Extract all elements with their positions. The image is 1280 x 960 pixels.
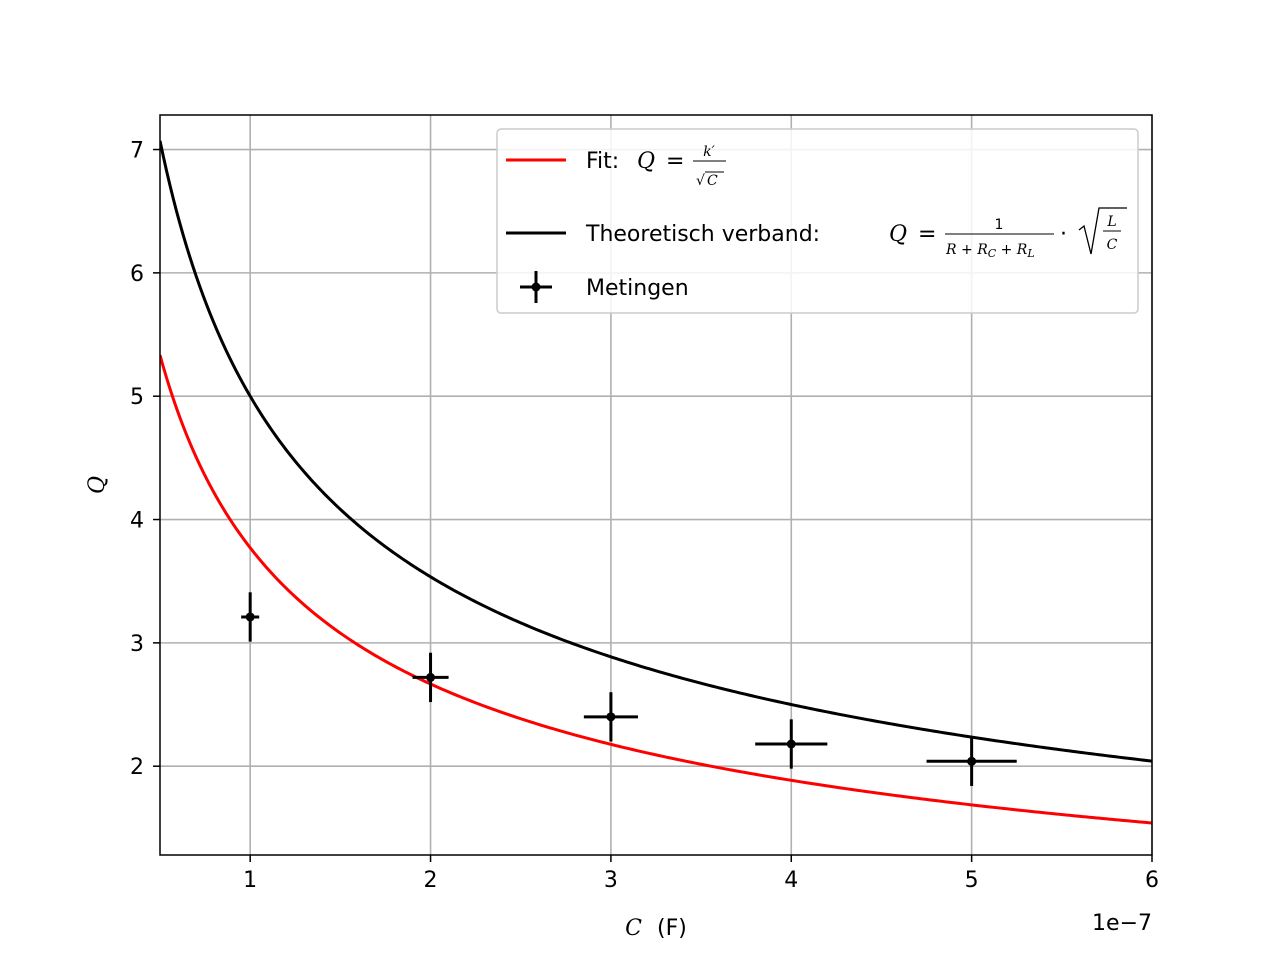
svg-text:C: C <box>707 173 718 189</box>
data-point <box>241 592 260 642</box>
x-axis-offset-label: 1e−7 <box>1092 911 1152 936</box>
series-line-0 <box>160 354 1152 825</box>
x-axis-label: C (F) <box>625 916 687 941</box>
data-marker <box>786 739 796 749</box>
svg-text:1: 1 <box>995 217 1004 233</box>
legend-label-fit: Fit: <box>586 149 619 174</box>
svg-text:C: C <box>1107 237 1118 253</box>
y-axis-label: Q <box>85 476 110 494</box>
x-tick-label: 5 <box>965 868 979 893</box>
y-tick-label: 5 <box>130 385 144 410</box>
svg-text:L: L <box>1106 214 1116 230</box>
svg-text:·: · <box>1060 222 1067 247</box>
data-point <box>926 736 1017 786</box>
legend-box <box>496 128 1139 314</box>
data-point <box>583 692 638 742</box>
svg-text:Q: Q <box>637 149 655 174</box>
ticks: 1 2 3 4 5 6 2 3 4 5 6 7 <box>130 139 1159 893</box>
svg-text:k′: k′ <box>703 144 715 160</box>
y-tick-label: 3 <box>130 632 144 657</box>
y-tick-label: 2 <box>130 755 144 780</box>
svg-text:=: = <box>666 149 684 174</box>
svg-text:√: √ <box>696 173 705 189</box>
legend-formula-theory: Q = 1 R + RC + RL · L C <box>889 207 1127 260</box>
svg-text:Q: Q <box>889 222 907 247</box>
data-point <box>412 652 449 703</box>
svg-text:=: = <box>918 222 936 247</box>
data-marker <box>606 712 616 722</box>
x-tick-label: 4 <box>784 868 798 893</box>
plot-area <box>160 140 1152 825</box>
series-line-1 <box>160 140 1152 763</box>
data-point <box>755 719 828 769</box>
y-tick-label: 7 <box>130 139 144 164</box>
x-tick-label: 1 <box>243 868 257 893</box>
legend-formula-fit: Q = k′ √ C <box>637 144 726 189</box>
svg-text:R + RC + RL: R + RC + RL <box>945 242 1035 260</box>
y-tick-label: 6 <box>130 262 144 287</box>
legend-label-theory: Theoretisch verband: <box>585 222 820 247</box>
x-tick-label: 3 <box>604 868 618 893</box>
legend-swatch-metingen-marker <box>531 282 541 292</box>
x-tick-label: 2 <box>424 868 438 893</box>
data-marker <box>245 612 255 622</box>
legend-label-metingen: Metingen <box>586 276 689 301</box>
data-marker <box>426 672 436 682</box>
x-axis-label-var: C <box>625 916 642 941</box>
legend: Fit: Q = k′ √ C Theoretisch verband: Q =… <box>496 128 1139 314</box>
x-tick-label: 6 <box>1145 868 1159 893</box>
x-axis-label-unit: (F) <box>657 916 687 941</box>
data-marker <box>967 756 977 766</box>
axes-frame <box>159 114 1153 856</box>
y-tick-label: 4 <box>130 509 144 534</box>
